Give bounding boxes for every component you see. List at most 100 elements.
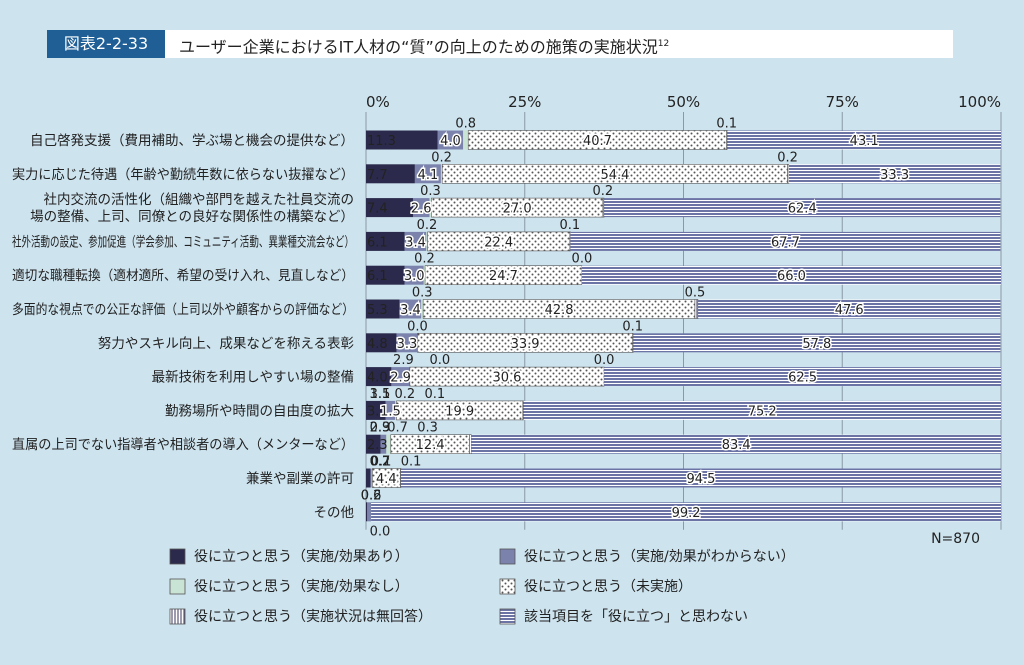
value-labels: 11.3 4.0 40.7 43.10.8 0.17.7 4.1 54.4 33.30.2 0.… <box>361 117 911 540</box>
legend-swatch <box>169 608 186 625</box>
bar-segment <box>787 164 790 184</box>
small-value-label: 0.0 <box>572 252 593 267</box>
bar-segment <box>604 367 1001 387</box>
bar-segment <box>412 198 430 218</box>
bar-segment <box>366 198 413 218</box>
small-value-label: 0.2 <box>431 150 452 165</box>
category-label: 努力やスキル向上、成果などを称える表彰 <box>98 335 355 352</box>
category-label: 兼業や副業の許可 <box>246 471 354 487</box>
bar-segment <box>469 434 472 455</box>
small-value-label: 0.0 <box>370 524 391 539</box>
data-label: 67.7 <box>771 235 800 250</box>
small-value-label: 0.3 <box>417 421 438 436</box>
bar-segment <box>366 434 381 454</box>
category-label: 適切な職種転換（適材適所、希望の受け入れ、見直しなど） <box>12 267 354 284</box>
small-value-label: 0.1 <box>425 387 446 402</box>
bar-segment <box>366 468 371 488</box>
data-label: 54.4 <box>600 168 629 183</box>
x-tick-label: 0% <box>366 93 390 111</box>
bar-segment <box>366 231 405 251</box>
data-label: 83.4 <box>722 438 751 453</box>
bar-segment <box>385 400 396 420</box>
bars <box>366 130 1002 522</box>
bar-segment <box>423 265 426 285</box>
small-value-label: 0.2 <box>361 488 382 503</box>
legend-label: 該当項目を「役に立つ」と思わない <box>524 609 748 625</box>
data-label: 11.3 <box>367 134 396 149</box>
small-value-label: 0.5 <box>685 286 706 301</box>
bar-segment <box>371 468 373 488</box>
data-label: 3.3 <box>397 337 418 352</box>
bar-segment <box>581 265 1001 285</box>
bar-segment <box>523 400 1001 420</box>
figure-title-text: ユーザー企業におけるIT人材の“質”の向上のための施策の実施状況 <box>179 37 658 57</box>
small-value-label: 0.2 <box>417 218 438 233</box>
small-value-label: 0.3 <box>412 286 433 301</box>
data-label: 4.0 <box>367 371 388 386</box>
data-label: 33.3 <box>880 168 909 183</box>
data-label: 2.9 <box>390 371 411 386</box>
small-value-label: 3.1 <box>370 387 391 402</box>
small-value-label: 0.1 <box>371 455 392 470</box>
small-value-label: 0.0 <box>429 353 450 368</box>
category-label: 多面的な視点での公正な評価（上司以外や顧客からの評価など） <box>12 301 354 318</box>
data-label: 6.1 <box>367 269 388 284</box>
bar-segment <box>371 502 1002 522</box>
x-tick-label: 100% <box>958 93 1001 111</box>
bar-segment <box>569 231 571 252</box>
bar-segment <box>727 130 1001 150</box>
data-label: 5.3 <box>367 303 388 318</box>
bar-segment <box>366 502 368 522</box>
small-value-label: 0.2 <box>593 184 614 199</box>
bar-segment <box>570 231 1001 251</box>
bar-segment <box>632 332 634 353</box>
data-label: 62.5 <box>788 371 817 386</box>
figure-number: 図表2-2-33 <box>47 30 165 58</box>
data-label: 2.3 <box>367 438 388 453</box>
bar-segment <box>429 198 432 218</box>
bar-segment <box>386 434 391 454</box>
x-tick-label: 75% <box>826 93 859 111</box>
small-value-label: 0.3 <box>420 184 441 199</box>
bar-segment <box>788 164 1001 184</box>
bar-segment <box>437 130 464 150</box>
category-label: 実力に応じた待遇（年齢や勤続年数に依らない抜擢など） <box>12 167 354 183</box>
category-label: その他 <box>314 505 355 521</box>
bar-segment <box>366 299 400 319</box>
small-value-label: 0.7 <box>387 421 408 436</box>
data-label: 3.4 <box>400 303 421 318</box>
data-label: 24.7 <box>489 269 518 284</box>
legend-label: 役に立つと思う（実施/効果なし） <box>194 579 409 595</box>
sample-size-label: N=870 <box>931 531 980 547</box>
figure-title: ユーザー企業におけるIT人材の“質”の向上のための施策の実施状況12 <box>179 30 669 58</box>
small-value-label: 0.1 <box>559 218 580 233</box>
data-label: 57.8 <box>802 337 831 352</box>
small-value-label: 0.9 <box>370 421 391 436</box>
bar-segment <box>421 299 424 319</box>
legend-label: 役に立つと思う（実施状況は無回答） <box>194 608 432 625</box>
bar-segment <box>698 299 1001 319</box>
bar-segment <box>399 299 422 319</box>
bar-segment <box>633 333 1001 353</box>
bar-segment <box>440 164 443 184</box>
data-label: 33.9 <box>511 337 540 352</box>
legend-swatch <box>169 548 186 565</box>
data-label: 7.7 <box>367 168 388 183</box>
data-label: 66.0 <box>777 269 806 284</box>
data-label: 42.8 <box>545 303 574 318</box>
bar-segment <box>522 400 524 421</box>
category-label: 直属の上司でない指導者や相談者の導入（メンターなど） <box>12 437 354 453</box>
legend: 役に立つと思う（実施/効果あり） 役に立つと思う（実施/効果がわからない） 役に立つ… <box>169 548 795 625</box>
x-tick-label: 50% <box>667 93 700 111</box>
bar-segment <box>400 468 1001 488</box>
data-label: 3.1 <box>367 404 388 419</box>
legend-label: 役に立つと思う（実施/効果がわからない） <box>524 549 795 565</box>
data-label: 4.0 <box>440 134 461 149</box>
data-label: 43.1 <box>850 134 879 149</box>
small-value-label: 0.1 <box>716 117 737 132</box>
category-labels: 自己啓発支援（費用補助、学ぶ場と機会の提供など） 実力に応じた待遇（年齢や勤続年数… <box>12 133 354 521</box>
bar-segment <box>366 164 415 184</box>
small-value-label: 0.2 <box>370 455 391 470</box>
data-label: 30.6 <box>492 371 521 386</box>
data-label: 22.4 <box>484 235 513 250</box>
